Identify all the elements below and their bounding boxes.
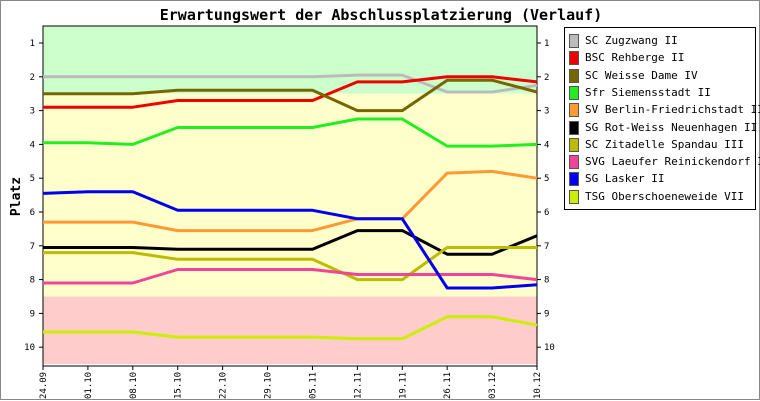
plot-frame [42, 25, 538, 367]
y-tick-label-right: 1 [544, 39, 549, 49]
series-line-9 [42, 190, 538, 290]
y-tick-label: 10 [24, 343, 35, 353]
legend-swatch [569, 103, 579, 118]
series-line-7 [43, 246, 537, 282]
series-line-5 [43, 169, 538, 233]
x-tick-label: 29.10 [264, 372, 274, 399]
x-tick-label: 05.11 [308, 372, 318, 399]
background-band [43, 93, 537, 297]
y-tick-label-right: 10 [544, 343, 555, 353]
legend-item: SV Berlin-Friedrichstadt II [569, 103, 760, 119]
series-line-4 [43, 117, 538, 148]
legend-swatch [569, 155, 579, 170]
legend-swatch [569, 68, 579, 83]
legend-item: Sfr Siemensstadt II [569, 85, 711, 102]
x-tick-label: 12.11 [353, 372, 363, 399]
background-band [43, 296, 537, 365]
x-tick-label: 19.11 [398, 372, 408, 399]
y-tick-label: 3 [30, 107, 35, 117]
series-line-8 [43, 268, 538, 285]
legend-label: SC Zugzwang II [585, 34, 678, 47]
x-tick-label: 26.11 [443, 372, 453, 399]
x-tick-label: 01.10 [84, 372, 94, 399]
x-tick-label: 10.12 [533, 372, 543, 399]
legend-swatch [569, 85, 579, 100]
y-tick-label-right: 2 [544, 73, 549, 83]
series-line-3 [43, 78, 538, 113]
legend-label: SC Zitadelle Spandau III [585, 137, 744, 151]
legend-swatch [569, 137, 579, 152]
series-line-6 [43, 229, 538, 256]
legend: SC Zugzwang II BSC Rehberge II SC Weisse D… [564, 27, 760, 210]
legend-label: SV Berlin-Friedrichstadt II [585, 103, 760, 117]
x-tick-label: 15.10 [174, 372, 184, 399]
x-tick-label: 08.10 [129, 372, 139, 399]
legend-swatch [569, 189, 579, 204]
y-tick-label-right: 6 [544, 208, 549, 218]
y-tick-label-right: 9 [544, 309, 549, 319]
x-tick-label: 22.10 [219, 372, 229, 399]
legend-item: SC Zitadelle Spandau III [569, 137, 744, 154]
series-line-2 [43, 75, 538, 109]
legend-item: SG Rot-Weiss Neuenhagen II [569, 120, 758, 137]
legend-swatch [569, 120, 579, 135]
legend-label: Sfr Siemensstadt II [585, 85, 711, 99]
legend-item: SC Weisse Dame IV [569, 68, 698, 85]
y-tick-label: 4 [30, 140, 35, 150]
y-tick-label-right: 7 [544, 242, 549, 252]
series-line-1 [43, 73, 538, 94]
series-line-10 [43, 315, 538, 341]
legend-label: SG Rot-Weiss Neuenhagen II [585, 120, 758, 134]
y-tick-label: 6 [30, 208, 35, 218]
y-tick-label-right: 8 [544, 276, 549, 286]
legend-item: SVG Laeufer Reinickendorf II [569, 155, 760, 171]
x-tick-label: 24.09 [39, 372, 49, 399]
legend-item: BSC Rehberge II [569, 51, 684, 67]
y-tick-label-right: 4 [544, 140, 549, 150]
y-tick-label: 5 [30, 174, 35, 184]
y-tick-label: 7 [30, 242, 35, 252]
y-tick-label: 8 [30, 276, 35, 286]
x-tick-label: 03.12 [488, 372, 498, 399]
y-tick-label-right: 5 [544, 174, 549, 184]
y-tick-label: 2 [30, 73, 35, 83]
chart-title: Erwartungswert der Abschlussplatzierung … [159, 6, 603, 24]
legend-item: TSG Oberschoeneweide VII [569, 189, 744, 206]
legend-swatch [569, 34, 579, 48]
legend-label: SG Lasker II [585, 172, 665, 186]
legend-label: SVG Laeufer Reinickendorf II [585, 155, 760, 169]
y-tick-label: 1 [30, 39, 35, 49]
legend-label: SC Weisse Dame IV [585, 68, 698, 82]
y-tick-label: 9 [30, 309, 35, 319]
legend-item: SC Zugzwang II [569, 34, 678, 50]
legend-swatch [569, 172, 579, 187]
legend-label: TSG Oberschoeneweide VII [585, 189, 744, 203]
legend-item: SG Lasker II [569, 172, 664, 188]
background-band [43, 26, 537, 94]
legend-swatch [569, 51, 579, 66]
legend-label: BSC Rehberge II [585, 51, 685, 65]
y-tick-label-right: 3 [544, 107, 549, 117]
